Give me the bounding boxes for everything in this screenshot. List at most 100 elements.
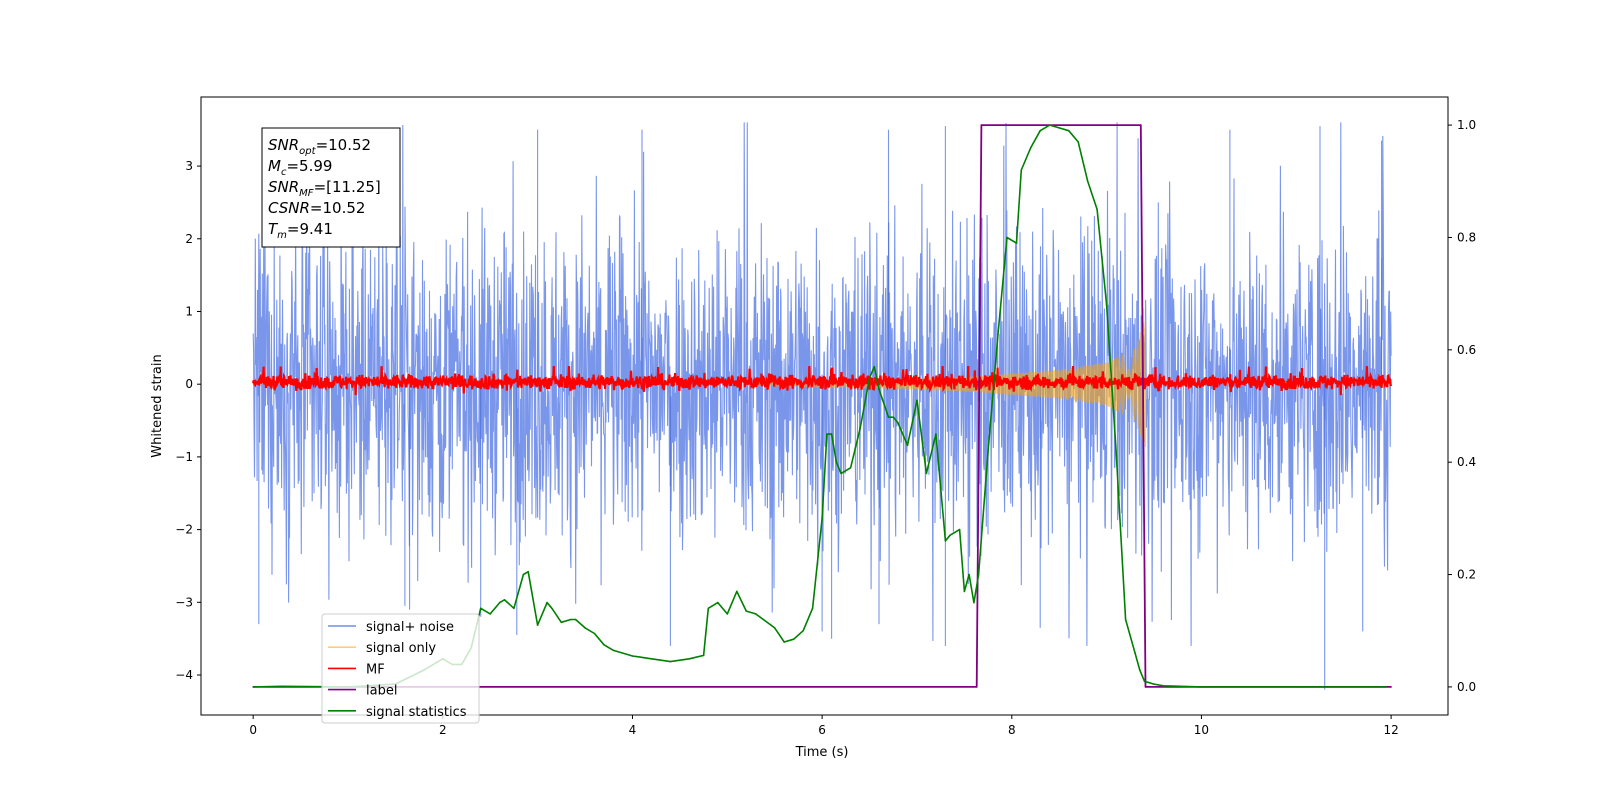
x-tick-label-1: 2	[439, 723, 447, 737]
statistics-line-point-40	[802, 629, 804, 632]
annotation-value-3: =10.52	[310, 199, 366, 217]
legend-label-4: signal statistics	[366, 705, 467, 720]
x-tick-label-6: 12	[1383, 723, 1398, 737]
statistics-line-point-44	[830, 433, 833, 435]
label-line-point-3	[1140, 124, 1142, 126]
statistics-line-point-85	[1153, 683, 1155, 685]
statistics-line-point-42	[821, 517, 823, 520]
y2-tick-label-1: 0.2	[1457, 568, 1476, 582]
statistics-line-point-29	[688, 658, 691, 660]
statistics-line-point-72	[1039, 129, 1041, 132]
y-axis-label: Whitened strain	[150, 354, 165, 457]
statistics-line-point-26	[631, 655, 634, 657]
legend-label-3: label	[366, 684, 397, 699]
annotation-line-0: SNRopt=10.52	[268, 136, 371, 157]
statistics-line-point-63	[968, 573, 970, 576]
statistics-line-point-13	[513, 607, 515, 610]
statistics-line-point-65	[977, 573, 980, 576]
legend-label-2: MF	[366, 662, 385, 677]
statistics-line-point-71	[1030, 146, 1032, 149]
statistics-line-point-15	[527, 570, 529, 573]
statistics-line-point-17	[546, 601, 548, 604]
statistics-line-point-62	[963, 590, 966, 593]
annotation-sub-0: opt	[299, 146, 316, 157]
y-tick-label-1: −3	[175, 595, 193, 609]
y-tick-label-7: 3	[185, 159, 193, 173]
y-tick-label-5: 1	[185, 304, 193, 318]
x-tick-label-4: 8	[1008, 723, 1016, 737]
statistics-line-point-45	[835, 461, 838, 464]
statistics-line-point-34	[736, 590, 738, 593]
statistics-line-point-76	[1077, 141, 1079, 143]
statistics-line-point-31	[707, 607, 710, 610]
statistics-line-point-84	[1143, 680, 1146, 683]
statistics-line-point-12	[503, 599, 506, 601]
legend-label-0: signal+ noise	[366, 620, 454, 635]
statistics-line-point-1	[280, 685, 283, 688]
y-axis-ticks: −4 −3 −2 −1 0 1 2 3	[175, 159, 201, 682]
y2-tick-label-0: 0.0	[1457, 680, 1476, 694]
statistics-line-point-89	[1385, 686, 1388, 688]
y2-tick-label-2: 0.4	[1457, 455, 1476, 469]
statistics-line-point-14	[522, 573, 525, 576]
noise-trace	[252, 122, 1392, 646]
label-line-point-5	[1390, 686, 1392, 688]
statistics-line-point-18	[551, 607, 553, 610]
annotation-base-0: SNR	[268, 136, 299, 154]
label-line-point-4	[1144, 686, 1147, 688]
label-line-point-2	[980, 124, 983, 126]
statistics-line-point-39	[792, 638, 795, 640]
statistics-line-point-27	[650, 658, 653, 660]
x-tick-label-3: 6	[818, 723, 826, 737]
statistics-line-point-81	[1124, 618, 1127, 621]
statistics-line-point-48	[859, 427, 861, 430]
statistics-line-point-88	[1295, 686, 1298, 688]
annotation-line-2: SNRMF=[11.25]	[268, 178, 381, 199]
statistics-line-point-75	[1067, 129, 1070, 132]
statistics-line-point-57	[925, 472, 928, 475]
annotation-line-4: Tm=9.41	[268, 220, 333, 241]
annotation-base-4: T	[268, 220, 279, 238]
statistics-line-point-37	[773, 627, 776, 629]
annotation-base-3: CSNR	[268, 199, 310, 217]
statistics-line-point-25	[612, 649, 615, 652]
statistics-line-point-32	[717, 601, 719, 604]
statistics-line-point-47	[849, 467, 852, 469]
statistics-line-point-46	[840, 472, 842, 475]
statistics-line-point-77	[1086, 180, 1089, 183]
y-tick-label-4: 0	[185, 377, 193, 391]
statistics-line-point-36	[754, 613, 757, 615]
y2-tick-label-5: 1.0	[1457, 118, 1476, 132]
series-signal-plus-noise	[252, 122, 1392, 690]
statistics-line-point-86	[1162, 685, 1165, 687]
statistics-line-point-23	[593, 632, 596, 635]
x-tick-label-0: 0	[249, 723, 257, 737]
annotation-base-1: M	[268, 157, 281, 175]
statistics-line-point-56	[916, 399, 918, 402]
statistics-line-point-58	[935, 433, 937, 435]
statistics-line-point-0	[252, 686, 254, 688]
statistics-line-point-69	[1015, 242, 1018, 244]
series-mf	[252, 365, 1393, 396]
x-tick-label-2: 4	[629, 723, 637, 737]
annotation-frame	[261, 127, 401, 248]
statistics-line-point-82	[1134, 652, 1136, 654]
series-signal-statistics	[252, 124, 1388, 688]
statistics-line-point-19	[560, 621, 563, 624]
x-axis-label: Time (s)	[795, 745, 849, 760]
statistics-line-point-10	[489, 613, 492, 615]
annotation-sub-1: c	[281, 167, 287, 178]
statistics-line-point-53	[892, 416, 895, 419]
statistics-line-point-21	[574, 618, 577, 621]
statistics-line-point-67	[996, 337, 999, 340]
statistics-line-point-61	[958, 528, 961, 531]
statistics-line-point-33	[726, 613, 729, 615]
statistics-line-point-28	[669, 660, 672, 663]
statistics-line-point-43	[826, 433, 828, 435]
annotation-box: SNRopt=10.52Mc=5.99SNRMF=[11.25]CSNR=10.…	[261, 127, 401, 248]
y-tick-label-3: −1	[175, 450, 193, 464]
statistics-line-point-52	[887, 416, 890, 419]
mf-trace	[252, 365, 1393, 396]
x-tick-label-5: 10	[1194, 723, 1209, 737]
